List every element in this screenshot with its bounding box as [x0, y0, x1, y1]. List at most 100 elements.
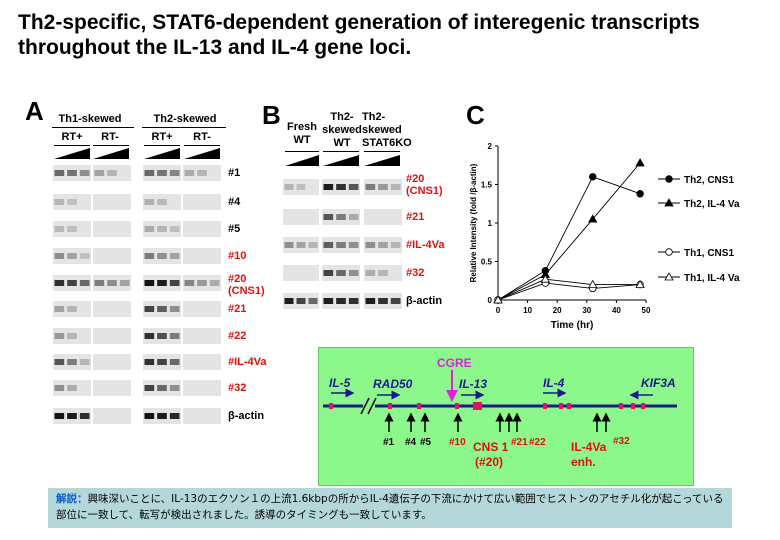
data-point	[540, 274, 551, 283]
panel-b-col3-line2: skewed	[362, 124, 402, 136]
data-point	[588, 279, 598, 289]
data-point	[635, 279, 645, 289]
site-label-21: #21	[511, 437, 528, 448]
panel-a-gel-strip	[183, 194, 221, 210]
panel-a-label: A	[25, 96, 44, 126]
break-gap	[363, 398, 375, 414]
panel-a-gel-strip	[143, 248, 181, 264]
panel-a-gel-strip	[93, 354, 131, 370]
note-text: 興味深いことに、IL-13のエクソン１の上流1.6kbpの所からIL-4遺伝子の…	[56, 493, 724, 521]
legend-marker	[665, 175, 673, 183]
panel-b-gel-strip	[283, 209, 319, 225]
gene-locus-map-svg: IL-5 RAD50 IL-13 IL-4 KIF3A CGRE #1 #4 #…	[323, 356, 677, 469]
panel-b-underline-3	[364, 151, 400, 152]
cns1-label: CNS 1	[473, 440, 509, 454]
panel-a-gel-strip	[53, 380, 91, 396]
panel-a-gel-strip	[93, 380, 131, 396]
panel-a-gel-strip	[93, 194, 131, 210]
panel-c-line-chart: 0 10 20 30 40 50 0 0.5 1 1.5 2 Time (hr) Relative In…	[469, 142, 740, 331]
panel-a-gel-strip	[143, 194, 181, 210]
x-tick-label: 0	[496, 306, 501, 315]
panel-b-row-label: #IL-4Va	[406, 239, 445, 251]
site-label-1: #1	[383, 437, 395, 448]
panel-a-gel-strip	[53, 408, 91, 424]
gene-label-il4: IL-4	[543, 376, 565, 390]
slide-title: Th2-specific, STAT6-dependent generation…	[18, 11, 700, 59]
panel-a-th2-header: Th2-skewed	[153, 113, 217, 125]
panel-b-gel-strip	[283, 179, 319, 195]
gene-label-il13: IL-13	[459, 377, 487, 391]
panel-a-row-label: #21	[228, 303, 247, 315]
panel-a-row-label: #1	[228, 167, 241, 179]
y-tick-label: 0	[488, 296, 493, 305]
panel-a-gel-strip	[183, 248, 221, 264]
panel-a-gel-strip	[53, 248, 91, 264]
panel-a-row-label: #22	[228, 330, 247, 342]
panel-a-th1-rtplus: RT+	[61, 131, 83, 143]
panel-a-th1-underline	[52, 127, 134, 128]
panel-c-label: C	[466, 100, 485, 130]
x-axis-label: Time (hr)	[551, 320, 594, 331]
panel-a-gel-strip	[143, 275, 181, 291]
panel-b-gel-strip	[364, 265, 402, 281]
site-label-5: #5	[420, 437, 432, 448]
panel-a-row-label: β-actin	[228, 410, 265, 422]
cgre-label: CGRE	[437, 356, 472, 370]
panel-b-underline-2	[323, 151, 359, 152]
panel-a-underline-1	[54, 145, 90, 146]
panel-b-dilution-wedge-1	[285, 155, 319, 166]
y-axis-label: Relative Intensity (fold /β-actin)	[469, 163, 478, 282]
legend-marker	[664, 272, 674, 281]
panel-a-th2-underline	[142, 127, 226, 128]
panel-a-gel-strip	[183, 354, 221, 370]
panel-a-gel-strip	[53, 301, 91, 317]
panel-a-th2-rtminus: RT-	[193, 131, 211, 143]
panel-b-row-label: #20 (CNS1)	[406, 173, 443, 197]
panel-b-col2-line2: skewed	[322, 124, 362, 136]
gene-label-kif3a: KIF3A	[641, 376, 676, 390]
panel-a-dilution-wedge-1	[54, 148, 90, 159]
panel-a-gel-strip	[93, 221, 131, 237]
cns1-site-label: (#20)	[475, 455, 503, 469]
panel-a-gel-strip	[53, 165, 91, 181]
panel-b-gel-strip	[364, 237, 402, 253]
legend-label: Th1, IL-4 Va	[684, 273, 740, 284]
legend-marker	[664, 198, 674, 207]
data-point	[493, 295, 503, 304]
y-tick-label: 0.5	[481, 258, 493, 267]
panel-a-row-label: #10	[228, 250, 247, 262]
panel-a-gel-strip	[93, 408, 131, 424]
panel-b-dilution-wedge-2	[323, 155, 359, 166]
data-point	[589, 173, 597, 181]
panel-a-gel-strip	[93, 301, 131, 317]
panel-a-gel-strip	[183, 328, 221, 344]
panel-a-gel-strip	[143, 221, 181, 237]
panel-a-gel-strip	[183, 275, 221, 291]
panel-a-gel-strip	[143, 408, 181, 424]
panel-b-gel-strip	[322, 179, 360, 195]
panel-a-underline-2	[93, 145, 129, 146]
panel-b-col2-header: Th2- skewed WT	[322, 111, 362, 150]
break-mark-2	[367, 397, 377, 415]
y-tick-label: 1	[488, 219, 493, 228]
panel-b-col1-line2: WT	[293, 134, 311, 146]
panel-a-gel-strip	[183, 221, 221, 237]
panel-a-gel-strip	[53, 275, 91, 291]
panel-a-gel-strip	[183, 301, 221, 317]
panel-b-gel-strip	[322, 237, 360, 253]
panel-b-row-label: #32	[406, 267, 425, 279]
panel-b-gel-strip	[364, 209, 402, 225]
panel-b-gel-strip	[322, 265, 360, 281]
gene-label-il5: IL-5	[329, 376, 351, 390]
gene-label-rad50: RAD50	[373, 377, 413, 391]
panel-a-gel-strip	[183, 380, 221, 396]
y-tick-label: 2	[488, 142, 493, 151]
panel-b-col1-line1: Fresh	[287, 121, 317, 133]
il4va-label: IL-4Va	[571, 440, 607, 454]
panel-b-col3-line1: Th2-	[362, 111, 386, 123]
panel-a-th1-rtminus: RT-	[101, 131, 119, 143]
panel-b-gel-strip	[364, 179, 402, 195]
panel-a-underline-3	[144, 145, 180, 146]
data-point	[636, 190, 644, 198]
panel-a-dilution-wedge-4	[184, 148, 220, 159]
